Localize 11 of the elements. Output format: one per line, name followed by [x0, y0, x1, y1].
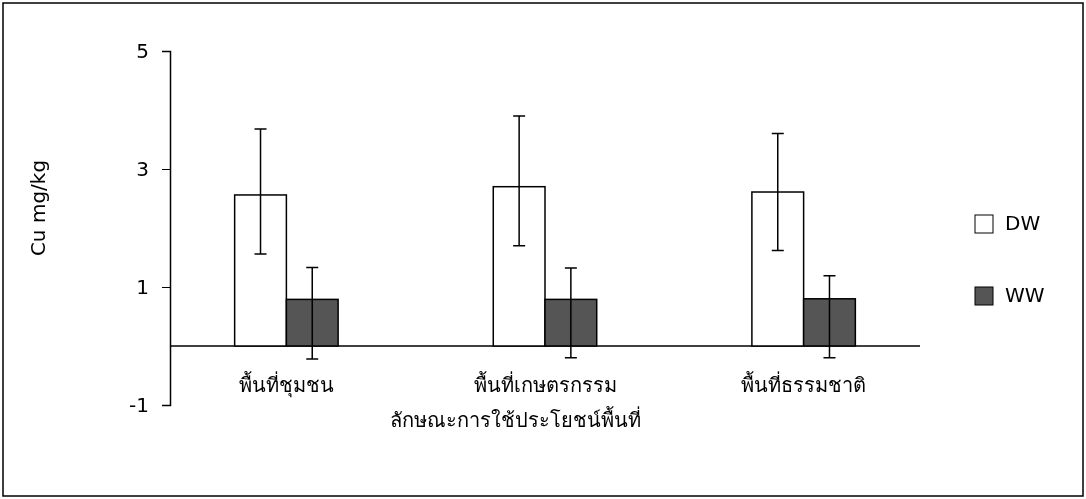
x-tick-label: พื้นที่ชุมชน	[238, 371, 334, 399]
x-tick-label: พื้นที่ธรรมชาติ	[741, 371, 867, 398]
legend-label: DW	[1005, 211, 1041, 235]
legend-label: WW	[1005, 283, 1045, 307]
y-tick-label: 5	[136, 38, 149, 63]
x-tick-label: พื้นที่เกษตรกรรม	[473, 371, 617, 398]
y-tick-label: 3	[136, 156, 149, 181]
x-axis-title: ลักษณะการใช้ประโยชน์พื้นที่	[389, 406, 641, 432]
y-tick-label: 1	[136, 274, 149, 299]
y-axis-title: Cu mg/kg	[26, 159, 50, 257]
y-tick-label: -1	[129, 392, 149, 417]
